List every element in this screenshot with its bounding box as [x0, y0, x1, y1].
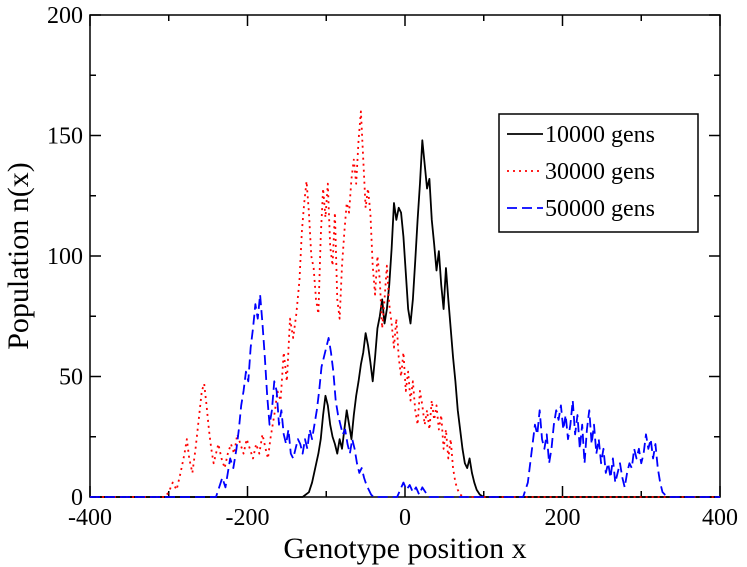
y-tick-label: 0	[71, 485, 83, 511]
series-line-1	[90, 139, 720, 498]
axis-ticks	[89, 14, 721, 498]
x-tick-label: 400	[702, 505, 738, 531]
series-line-2	[90, 110, 720, 498]
x-tick-label: -200	[226, 505, 270, 531]
legend-label-3: 50000 gens	[545, 196, 655, 222]
y-axis-title: Population n(x)	[2, 162, 35, 350]
y-tick-label: 150	[47, 124, 83, 150]
y-tick-label: 200	[47, 3, 83, 29]
series-line-3	[90, 293, 720, 498]
legend: 10000 gens 30000 gens 50000 gens	[498, 113, 699, 233]
x-tick-label: 200	[545, 505, 581, 531]
x-tick-label: -400	[68, 505, 112, 531]
x-axis-title: Genotype position x	[283, 532, 526, 565]
x-tick-label: 0	[399, 505, 411, 531]
tick-labels: -400 -200 0 200 400 0 50 100 150 200	[47, 3, 738, 531]
legend-label-1: 10000 gens	[545, 122, 655, 148]
series-lines	[90, 110, 720, 498]
y-tick-label: 100	[47, 244, 83, 270]
legend-label-2: 30000 gens	[545, 159, 655, 185]
y-tick-label: 50	[59, 365, 83, 391]
